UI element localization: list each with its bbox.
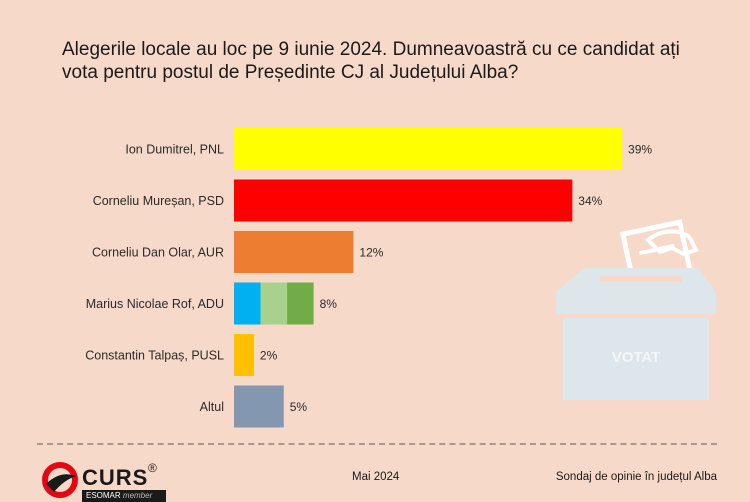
bar <box>234 179 573 222</box>
curs-logo-icon <box>42 462 78 498</box>
bar-segment <box>287 282 314 325</box>
bar <box>234 231 354 273</box>
category-label: Marius Nicolae Rof, ADU <box>86 297 224 311</box>
chart-title: Alegerile locale au loc pe 9 iunie 2024.… <box>62 39 680 83</box>
category-label: Corneliu Dan Olar, AUR <box>92 246 224 260</box>
data-label: 12% <box>359 246 383 260</box>
bar <box>234 385 284 428</box>
category-label: Corneliu Mureșan, PSD <box>93 194 224 208</box>
logo-text: CURS <box>82 465 149 490</box>
ballot-box-label: VOTAT <box>612 349 661 366</box>
bar-segment <box>234 282 261 325</box>
bar <box>234 334 254 376</box>
bar-chart: VOTAT Ion Dumitrel, PNL 39% Corneliu Mureș… <box>85 128 716 428</box>
footer-source: Sondaj de opinie în județul Alba <box>555 471 717 483</box>
data-label: 34% <box>578 194 602 208</box>
category-label: Altul <box>200 400 224 414</box>
data-label: 39% <box>628 143 652 157</box>
footer-divider <box>37 443 717 445</box>
data-label: 2% <box>260 349 278 363</box>
category-label: Ion Dumitrel, PNL <box>125 143 224 157</box>
footer-date: Mai 2024 <box>352 471 400 483</box>
logo-registered-mark: ® <box>148 461 157 475</box>
esomar-text: ESOMAR <box>86 491 121 500</box>
ballot-box-icon: VOTAT <box>556 219 716 400</box>
data-label: 8% <box>320 297 338 311</box>
data-label: 5% <box>290 400 308 414</box>
esomar-badge: ESOMAR member <box>82 490 166 502</box>
bar-segment <box>260 282 288 325</box>
esomar-member-text: member <box>122 491 153 500</box>
category-label: Constantin Talpaș, PUSL <box>85 349 224 363</box>
bar <box>234 128 623 170</box>
